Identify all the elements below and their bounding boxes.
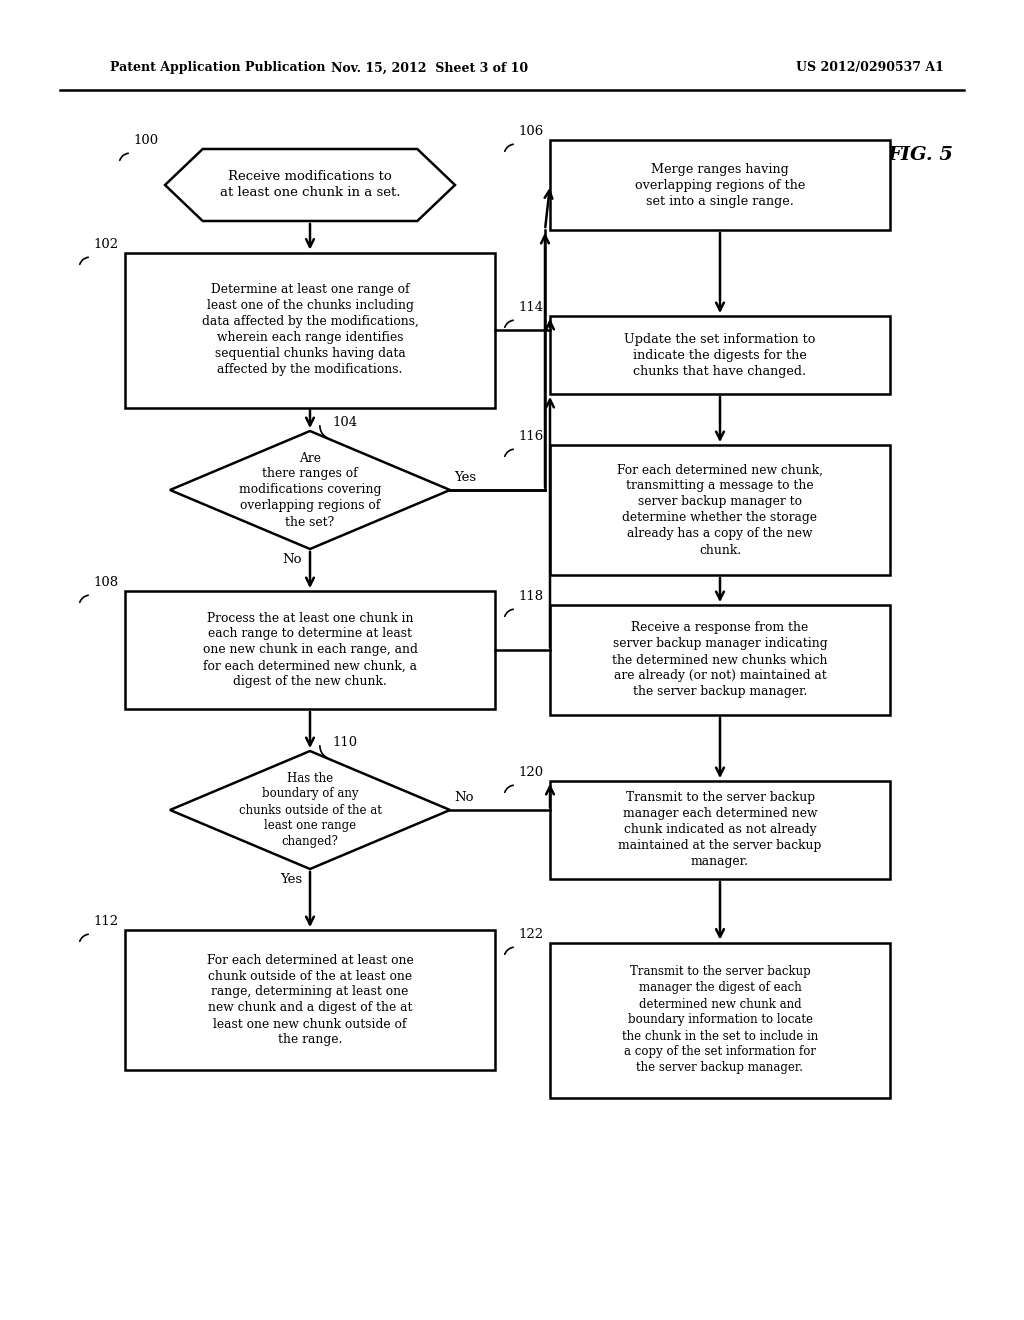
Text: Transmit to the server backup
manager the digest of each
determined new chunk an: Transmit to the server backup manager th… <box>622 965 818 1074</box>
Text: Process the at least one chunk in
each range to determine at least
one new chunk: Process the at least one chunk in each r… <box>203 611 418 689</box>
Text: Update the set information to
indicate the digests for the
chunks that have chan: Update the set information to indicate t… <box>625 333 816 378</box>
Text: 114: 114 <box>518 301 543 314</box>
Bar <box>550 942 890 1097</box>
Text: No: No <box>283 553 302 566</box>
Bar <box>550 445 890 576</box>
Bar <box>550 781 890 879</box>
Text: Receive a response from the
server backup manager indicating
the determined new : Receive a response from the server backu… <box>612 622 827 698</box>
Bar <box>125 931 495 1071</box>
Bar <box>125 252 495 408</box>
Text: 100: 100 <box>133 135 158 147</box>
Text: 106: 106 <box>518 125 544 139</box>
Bar <box>550 605 890 715</box>
Text: For each determined new chunk,
transmitting a message to the
server backup manag: For each determined new chunk, transmitt… <box>617 463 823 557</box>
Text: Merge ranges having
overlapping regions of the
set into a single range.: Merge ranges having overlapping regions … <box>635 162 805 207</box>
Text: US 2012/0290537 A1: US 2012/0290537 A1 <box>796 62 944 74</box>
Bar <box>550 315 890 393</box>
Text: 110: 110 <box>332 737 357 748</box>
Text: 122: 122 <box>518 928 543 941</box>
Text: 118: 118 <box>518 590 543 603</box>
Text: 108: 108 <box>93 576 118 589</box>
Text: Has the
boundary of any
chunks outside of the at
least one range
changed?: Has the boundary of any chunks outside o… <box>239 771 381 849</box>
Text: FIG. 5: FIG. 5 <box>887 147 953 164</box>
Polygon shape <box>170 432 450 549</box>
Text: 120: 120 <box>518 766 543 779</box>
Text: Yes: Yes <box>280 873 302 886</box>
Text: 102: 102 <box>93 238 118 251</box>
Text: No: No <box>454 791 473 804</box>
Text: Yes: Yes <box>454 471 476 484</box>
Text: Are
there ranges of
modifications covering
overlapping regions of
the set?: Are there ranges of modifications coveri… <box>239 451 381 528</box>
Text: Receive modifications to
at least one chunk in a set.: Receive modifications to at least one ch… <box>220 170 400 199</box>
Text: Patent Application Publication: Patent Application Publication <box>110 62 326 74</box>
Text: For each determined at least one
chunk outside of the at least one
range, determ: For each determined at least one chunk o… <box>207 953 414 1047</box>
Polygon shape <box>165 149 455 220</box>
Text: Determine at least one range of
least one of the chunks including
data affected : Determine at least one range of least on… <box>202 284 419 376</box>
Bar <box>550 140 890 230</box>
Bar <box>125 591 495 709</box>
Text: Transmit to the server backup
manager each determined new
chunk indicated as not: Transmit to the server backup manager ea… <box>618 792 821 869</box>
Polygon shape <box>170 751 450 869</box>
Text: 104: 104 <box>332 416 357 429</box>
Text: 112: 112 <box>93 915 118 928</box>
Text: Nov. 15, 2012  Sheet 3 of 10: Nov. 15, 2012 Sheet 3 of 10 <box>332 62 528 74</box>
Text: 116: 116 <box>518 430 544 444</box>
